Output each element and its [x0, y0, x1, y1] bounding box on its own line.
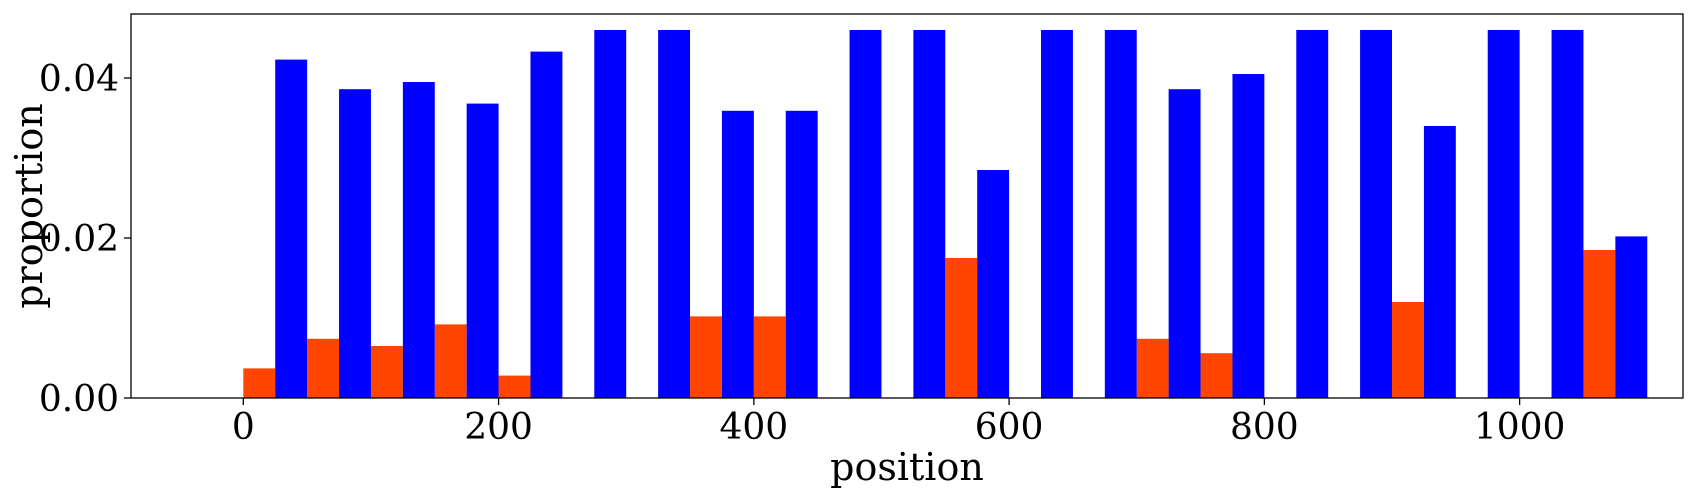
bar-series2-925 [1423, 126, 1456, 398]
bar-series2-1075 [1615, 236, 1648, 398]
bar-series2-675 [1104, 30, 1137, 398]
x-axis-label: position [830, 445, 984, 489]
bar-series2-525 [913, 30, 946, 398]
bar-series1-150 [434, 324, 467, 398]
bar-series2-1025 [1551, 30, 1584, 398]
bar-series2-425 [785, 110, 818, 399]
bar-series2-175 [466, 103, 499, 398]
x-axis-ticks: 0 200 400 600 800 1000 [232, 398, 1566, 448]
bar-series1-1050 [1583, 250, 1616, 398]
x-tick-label: 400 [719, 407, 788, 448]
bar-series1-700 [1136, 338, 1169, 398]
x-tick-label: 200 [464, 407, 533, 448]
bar-series1-350 [690, 316, 722, 398]
bar-series2-725 [1168, 89, 1201, 398]
bar-series1-200 [498, 375, 531, 398]
bar-series1-900 [1392, 302, 1424, 398]
x-tick-label: 800 [1230, 407, 1299, 448]
x-tick-label: 1000 [1474, 407, 1566, 448]
bar-series2-825 [1296, 30, 1329, 398]
bars-layer [243, 30, 1648, 399]
bar-series2-325 [658, 30, 691, 398]
bar-series2-275 [594, 30, 627, 398]
bar-series1-100 [370, 346, 403, 398]
bar-series1-400 [753, 316, 786, 398]
bar-series2-225 [530, 51, 563, 398]
bar-series2-975 [1487, 30, 1520, 398]
bar-series1-0 [243, 368, 276, 398]
y-tick-label: 0.00 [39, 379, 119, 420]
bar-series2-375 [721, 110, 754, 399]
bar-series2-25 [275, 59, 308, 398]
bar-series2-125 [402, 82, 435, 398]
bar-series2-75 [339, 89, 371, 398]
bar-series1-50 [307, 338, 340, 398]
bar-series2-625 [1041, 30, 1073, 398]
bar-series2-775 [1232, 74, 1265, 398]
x-tick-label: 0 [232, 407, 255, 448]
x-tick-label: 600 [975, 407, 1044, 448]
bar-series2-575 [977, 170, 1010, 398]
y-tick-label: 0.02 [39, 219, 119, 260]
bar-series2-875 [1360, 30, 1392, 398]
bar-series1-550 [945, 258, 978, 398]
y-axis-label: proportion [7, 103, 51, 309]
y-tick-label: 0.04 [39, 59, 119, 100]
plot-frame [130, 13, 1684, 399]
bar-series2-475 [849, 30, 882, 398]
bar-series1-750 [1200, 353, 1233, 398]
y-axis-ticks: 0.00 0.02 0.04 [39, 59, 131, 420]
